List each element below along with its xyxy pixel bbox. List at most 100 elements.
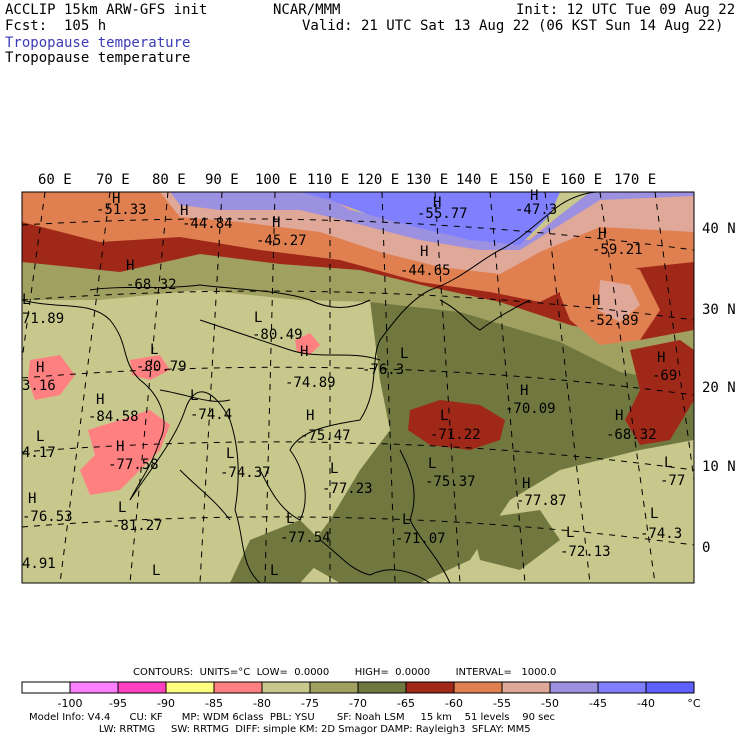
colorbar-tick: -80 [253,697,271,710]
rose-cell-east [598,280,640,322]
high-marker: H [36,360,44,376]
red-cell-east [625,340,694,445]
colorbar-swatch [405,681,455,694]
map-frame [21,191,695,584]
colorbar: -100 -95 -90 -85 -80 -75 -70 -65 -60 -55 -50 -45 -40… [21,681,701,710]
map-value-label: -44.84 [182,216,233,232]
low-marker: L [36,429,44,445]
colorbar-tick: -55 [493,697,511,710]
forecast-hour: Fcst: 105 h [5,18,107,34]
lavender-band [170,192,694,250]
latitude-label: 40 N [702,221,736,237]
high-marker: H [522,476,530,492]
pink-region-india [80,410,170,495]
model-title: ACCLIP 15km ARW-GFS init [5,2,208,18]
longitude-label: 130 E [406,172,449,188]
latitude-label: 0 [702,540,711,556]
map-value-label: -55.77 [417,206,468,222]
high-marker: H [520,383,528,399]
map-value-label: -51.33 [96,202,147,218]
map-value-label: -76.53 [22,509,73,525]
map-value-label: 71.89 [22,311,64,327]
map-value-label: -76.3 [362,362,404,378]
map-value-label: 4.91 [22,556,56,572]
longitude-label: 140 E [456,172,499,188]
map-value-label: -71.22 [430,427,481,443]
dark-red-band [22,220,694,340]
colorbar-tick: -100 [58,697,83,710]
colorbar-swatch [117,681,167,694]
colorbar-swatch [645,681,695,694]
low-marker: L [190,388,198,404]
high-marker: H [433,195,441,211]
low-marker: L [118,500,126,516]
low-marker: L [152,563,160,579]
map-value-label: -44.65 [400,263,451,279]
colorbar-tick: -65 [397,697,415,710]
high-marker: H [615,408,623,424]
map-value-label: -74.37 [220,465,271,481]
high-marker: H [306,408,314,424]
longitude-label: 60 E [38,172,72,188]
high-marker: H [657,350,665,366]
model-info-line2: LW: RRTMG SW: RRTMG DIFF: simple KM: 2D … [29,724,531,735]
map-value-label: 3.16 [22,378,56,394]
colorbar-tick: -75 [301,697,319,710]
map-value-label: -77 [660,473,685,489]
coastlines [22,192,601,583]
colorbar-swatch [501,681,551,694]
low-marker: L [650,506,658,522]
map-value-label: -70.09 [505,401,556,417]
map-value-label: -72.13 [560,544,611,560]
map-value-label: 4.17 [22,445,56,461]
colorbar-swatch [165,681,215,694]
map-value-label: -45.27 [256,233,307,249]
red-cell-pacific [408,400,505,450]
longitude-label: 90 E [205,172,239,188]
colorbar-tick: -40 [637,697,655,710]
longitude-label: 80 E [152,172,186,188]
high-marker: H [116,439,124,455]
map-value-label: -77.87 [516,493,567,509]
longitude-label: 160 E [560,172,603,188]
map-value-label: -75.47 [300,428,351,444]
longitude-label: 110 E [307,172,350,188]
blue-band [300,192,560,245]
colorbar-swatch [357,681,407,694]
latitude-label: 10 N [702,459,736,475]
low-marker: L [402,512,410,528]
map-value-label: -74.3 [640,526,682,542]
low-marker: L [428,456,436,472]
map-value-label: -80.79 [136,359,187,375]
low-marker: L [254,310,262,326]
low-marker: L [664,455,672,471]
colorbar-tick: -70 [349,697,367,710]
colorbar-tick: -45 [589,697,607,710]
map-value-label: -59.21 [592,242,643,258]
colorbar-tick: -60 [445,697,463,710]
map-value-label: -77.54 [280,530,331,546]
high-marker: H [592,293,600,309]
pink-region-bay [130,355,170,380]
map-value-label: -68.32 [606,427,657,443]
olive-dark-region [300,300,694,583]
init-time: Init: 12 UTC Tue 09 Aug 22 [516,2,736,18]
low-marker: L [270,563,278,579]
high-marker: H [300,344,308,360]
high-marker: H [96,392,104,408]
low-marker: L [566,525,574,541]
olive-dark-patches [230,510,560,583]
high-marker: H [598,226,606,242]
graticule [22,192,694,583]
map-value-label: -77.58 [108,457,159,473]
high-marker: H [420,244,428,260]
colorbar-unit: °C [687,697,701,710]
colorbar-tick: -85 [205,697,223,710]
longitude-label: 100 E [255,172,298,188]
map-value-label: -52.89 [588,313,639,329]
map-value-labels: -51.33 -44.84 -45.27 -55.77 -47.3 -44.65 -59.2… [22,188,685,579]
colorbar-swatch [309,681,359,694]
longitude-label: 150 E [508,172,551,188]
valid-time: Valid: 21 UTC Sat 13 Aug 22 (06 KST Sun … [302,18,724,34]
low-marker: L [150,342,158,358]
